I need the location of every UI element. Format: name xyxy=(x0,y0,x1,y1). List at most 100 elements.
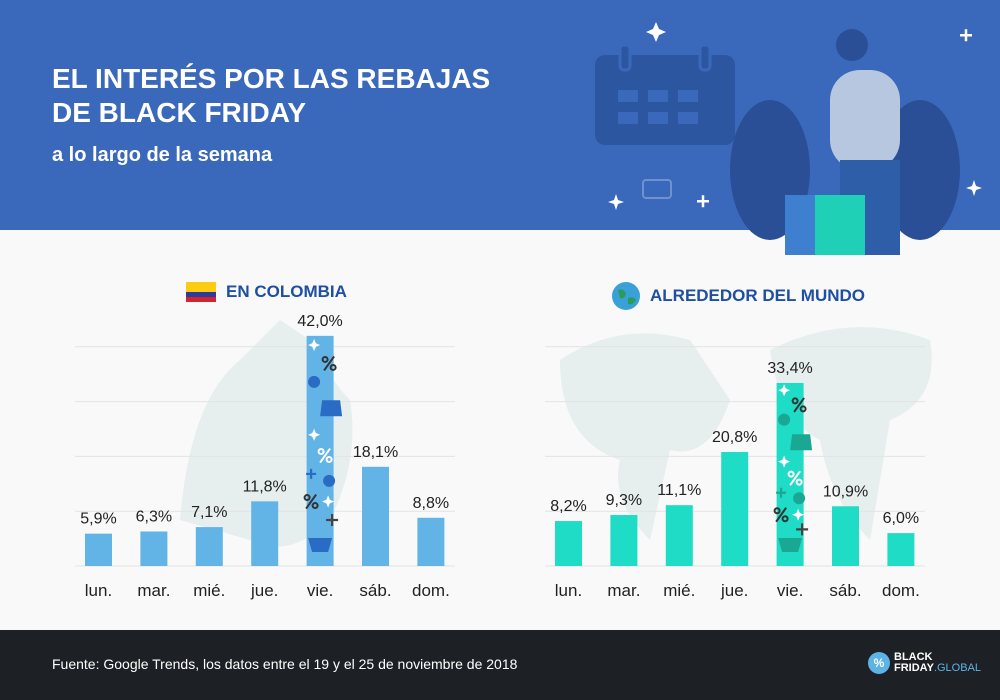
x-tick-label: lun. xyxy=(555,581,582,600)
colombia-chart-title: EN COLOMBIA xyxy=(186,282,347,302)
x-tick-label: sáb. xyxy=(359,581,391,600)
percent-dot xyxy=(773,507,781,515)
map-silhouette xyxy=(560,327,932,540)
percent-dot xyxy=(325,456,333,464)
shopper-head xyxy=(836,29,868,61)
data-label: 20,8% xyxy=(712,429,757,446)
data-label: 8,8% xyxy=(413,495,449,512)
logo-text: BLACK FRIDAY.GLOBAL xyxy=(894,651,982,674)
percent-dot xyxy=(791,397,799,405)
data-label: 42,0% xyxy=(297,313,342,330)
x-tick-label: mar. xyxy=(607,581,640,600)
plus-circle-icon xyxy=(793,492,806,505)
percent-icon xyxy=(303,493,319,510)
data-label: 10,9% xyxy=(823,483,868,500)
percent-bubble-icon: % xyxy=(868,652,890,674)
plus-icon xyxy=(326,513,339,526)
data-label: 33,4% xyxy=(767,360,812,377)
percent-icon xyxy=(321,355,337,372)
source-note: Fuente: Google Trends, los datos entre e… xyxy=(52,656,518,672)
bar-sáb. xyxy=(832,506,859,566)
x-tick-label: lun. xyxy=(85,581,112,600)
plus-circle-icon xyxy=(323,474,336,487)
percent-slash xyxy=(775,507,787,523)
percent-dot xyxy=(795,478,803,486)
x-tick-label: vie. xyxy=(777,581,803,600)
bar-jue. xyxy=(721,452,749,566)
colombia-flag-icon xyxy=(186,282,216,302)
shopping-bag-icon xyxy=(320,400,343,417)
bar-jue. xyxy=(251,501,279,566)
data-label: 6,3% xyxy=(136,508,172,525)
data-label: 8,2% xyxy=(550,498,586,515)
shopper-body xyxy=(830,70,900,170)
bar-mar. xyxy=(610,515,638,566)
percent-icon xyxy=(773,507,789,523)
world-chart-title: ALREDEDOR DEL MUNDO xyxy=(612,282,865,310)
globe-icon xyxy=(612,282,640,310)
percent-dot xyxy=(799,405,807,413)
sparkle-icon xyxy=(778,455,791,468)
percent-slash xyxy=(789,470,801,486)
plus-icon xyxy=(796,523,809,536)
calendar-icon xyxy=(595,43,735,145)
data-label: 5,9% xyxy=(80,511,116,528)
chart-title-text: EN COLOMBIA xyxy=(226,282,347,301)
page-subtitle: a lo largo de la semana xyxy=(52,144,273,166)
x-tick-label: mié. xyxy=(193,581,225,600)
header-banner: EL INTERÉS POR LAS REBAJAS DE BLACK FRID… xyxy=(0,0,1000,255)
basket-icon xyxy=(778,538,803,552)
plus-circle-icon xyxy=(778,413,791,426)
data-label: 18,1% xyxy=(353,444,398,461)
x-tick-label: dom. xyxy=(882,581,920,600)
data-label: 11,1% xyxy=(657,482,701,499)
bar-lun. xyxy=(555,521,582,566)
shopper-illustration xyxy=(595,22,982,255)
shopping-bag-icon xyxy=(815,195,865,255)
sparkle-icon xyxy=(792,508,805,521)
percent-icon xyxy=(317,447,333,464)
black-friday-global-logo[interactable]: % BLACK FRIDAY.GLOBAL xyxy=(868,652,981,674)
chart-title-text: ALREDEDOR DEL MUNDO xyxy=(650,286,866,305)
percent-slash xyxy=(319,447,331,464)
data-label: 7,1% xyxy=(191,504,227,521)
bar-mar. xyxy=(140,531,168,566)
percent-icon xyxy=(791,397,807,413)
percent-dot xyxy=(303,494,311,502)
data-label: 11,8% xyxy=(243,478,287,495)
percent-slash xyxy=(793,397,805,413)
plus-icon xyxy=(306,468,317,479)
bar-lun. xyxy=(85,533,112,566)
sparkle-icon xyxy=(308,339,321,352)
bar-sáb. xyxy=(362,466,389,566)
sparkle-icon xyxy=(308,428,321,441)
bar-vie. xyxy=(776,382,804,566)
x-tick-label: sáb. xyxy=(829,581,861,600)
bar-mié. xyxy=(665,505,693,566)
percent-dot xyxy=(329,363,337,371)
plus-circle-icon xyxy=(308,375,321,388)
sparkle-decoration xyxy=(608,22,982,210)
percent-dot xyxy=(781,515,789,523)
x-tick-label: jue. xyxy=(250,581,278,600)
bar-dom. xyxy=(417,517,445,566)
plus-icon xyxy=(776,487,787,498)
sparkle-icon xyxy=(322,495,335,508)
x-tick-label: dom. xyxy=(412,581,450,600)
percent-slash xyxy=(323,355,335,372)
x-tick-label: mié. xyxy=(663,581,695,600)
x-tick-label: vie. xyxy=(307,581,333,600)
colombia-bar-chart: 5,9% lun. 6,3% mar. 7,1% mié. 11,8% jue. 42,0% vi… xyxy=(75,313,455,600)
footer: Fuente: Google Trends, los datos entre e… xyxy=(0,630,1000,700)
data-label: 6,0% xyxy=(883,510,919,527)
shopping-bag-icon xyxy=(790,434,813,451)
percent-dot xyxy=(317,448,325,456)
x-tick-label: jue. xyxy=(720,581,748,600)
data-label: 9,3% xyxy=(606,492,642,509)
credit-card-icon xyxy=(642,179,672,199)
world-bar-chart: 8,2% lun. 9,3% mar. 11,1% mié. 20,8% jue. 33,4% v… xyxy=(545,327,932,600)
sparkle-icon xyxy=(778,384,791,397)
percent-slash xyxy=(305,493,317,510)
percent-icon xyxy=(787,470,803,486)
page-title: EL INTERÉS POR LAS REBAJAS DE BLACK FRID… xyxy=(52,63,491,128)
